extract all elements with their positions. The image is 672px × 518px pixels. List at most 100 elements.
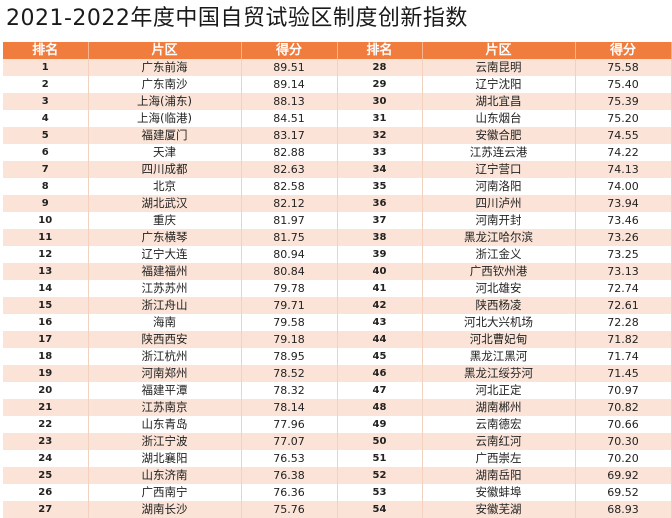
page-title: 2021-2022年度中国自贸试验区制度创新指数 (6, 6, 468, 31)
cell-rank: 26 (3, 484, 89, 501)
cell-score: 76.53 (241, 450, 338, 467)
cell-score-2: 74.13 (575, 161, 672, 178)
cell-rank: 20 (3, 382, 89, 399)
table-row: 20 福建平潭 78.32 47 河北正定 70.97 (3, 382, 672, 399)
cell-rank: 15 (3, 297, 89, 314)
cell-area: 天津 (88, 144, 242, 161)
cell-rank-2: 52 (337, 467, 423, 484)
table-row: 1 广东前海 89.51 28 云南昆明 75.58 (3, 59, 672, 76)
table-row: 16 海南 79.58 43 河北大兴机场 72.28 (3, 314, 672, 331)
cell-score: 89.51 (241, 59, 338, 76)
cell-area: 河南郑州 (88, 365, 242, 382)
cell-rank-2: 45 (337, 348, 423, 365)
cell-score: 76.36 (241, 484, 338, 501)
cell-area: 福建厦门 (88, 127, 242, 144)
cell-area: 广东横琴 (88, 229, 242, 246)
cell-rank-2: 36 (337, 195, 423, 212)
cell-score-2: 73.46 (575, 212, 672, 229)
cell-score-2: 75.39 (575, 93, 672, 110)
cell-area: 山东青岛 (88, 416, 242, 433)
cell-score: 79.58 (241, 314, 338, 331)
cell-rank: 2 (3, 76, 89, 93)
cell-score-2: 70.30 (575, 433, 672, 450)
cell-score: 82.63 (241, 161, 338, 178)
cell-score-2: 70.97 (575, 382, 672, 399)
cell-area: 湖北襄阳 (88, 450, 242, 467)
cell-rank: 24 (3, 450, 89, 467)
cell-score: 77.96 (241, 416, 338, 433)
cell-rank-2: 47 (337, 382, 423, 399)
cell-rank: 27 (3, 501, 89, 518)
cell-area: 湖南长沙 (88, 501, 242, 518)
header-score-2: 得分 (575, 42, 672, 59)
cell-rank-2: 30 (337, 93, 423, 110)
cell-area: 广东南沙 (88, 76, 242, 93)
cell-rank-2: 43 (337, 314, 423, 331)
cell-rank-2: 29 (337, 76, 423, 93)
table-row: 19 河南郑州 78.52 46 黑龙江绥芬河 71.45 (3, 365, 672, 382)
cell-rank-2: 53 (337, 484, 423, 501)
cell-area-2: 河南开封 (422, 212, 576, 229)
cell-rank: 14 (3, 280, 89, 297)
cell-area-2: 河北雄安 (422, 280, 576, 297)
cell-rank-2: 42 (337, 297, 423, 314)
cell-score: 80.94 (241, 246, 338, 263)
cell-area-2: 辽宁沈阳 (422, 76, 576, 93)
cell-area: 海南 (88, 314, 242, 331)
cell-area-2: 安徽芜湖 (422, 501, 576, 518)
cell-score-2: 70.82 (575, 399, 672, 416)
cell-rank-2: 46 (337, 365, 423, 382)
cell-rank: 23 (3, 433, 89, 450)
cell-rank: 1 (3, 59, 89, 76)
cell-rank-2: 48 (337, 399, 423, 416)
cell-score: 78.14 (241, 399, 338, 416)
header-rank-2: 排名 (337, 42, 423, 59)
cell-rank-2: 54 (337, 501, 423, 518)
cell-rank-2: 35 (337, 178, 423, 195)
cell-area-2: 四川泸州 (422, 195, 576, 212)
cell-rank: 13 (3, 263, 89, 280)
cell-rank: 12 (3, 246, 89, 263)
table-row: 2 广东南沙 89.14 29 辽宁沈阳 75.40 (3, 76, 672, 93)
cell-score-2: 73.13 (575, 263, 672, 280)
cell-rank: 16 (3, 314, 89, 331)
cell-score: 76.38 (241, 467, 338, 484)
cell-area: 陕西西安 (88, 331, 242, 348)
cell-area: 江苏南京 (88, 399, 242, 416)
table-row: 10 重庆 81.97 37 河南开封 73.46 (3, 212, 672, 229)
cell-score: 79.18 (241, 331, 338, 348)
cell-rank: 21 (3, 399, 89, 416)
cell-score-2: 73.26 (575, 229, 672, 246)
cell-score-2: 74.00 (575, 178, 672, 195)
table-row: 24 湖北襄阳 76.53 51 广西崇左 70.20 (3, 450, 672, 467)
cell-score: 82.58 (241, 178, 338, 195)
cell-area-2: 广西钦州港 (422, 263, 576, 280)
header-score: 得分 (241, 42, 338, 59)
cell-score: 89.14 (241, 76, 338, 93)
cell-rank-2: 39 (337, 246, 423, 263)
table-row: 11 广东横琴 81.75 38 黑龙江哈尔滨 73.26 (3, 229, 672, 246)
table-row: 7 四川成都 82.63 34 辽宁营口 74.13 (3, 161, 672, 178)
cell-area: 福建福州 (88, 263, 242, 280)
cell-rank-2: 44 (337, 331, 423, 348)
cell-score: 88.13 (241, 93, 338, 110)
cell-area: 上海(临港) (88, 110, 242, 127)
cell-score-2: 72.28 (575, 314, 672, 331)
cell-score: 81.97 (241, 212, 338, 229)
cell-score: 84.51 (241, 110, 338, 127)
header-area: 片区 (88, 42, 242, 59)
table-row: 5 福建厦门 83.17 32 安徽合肥 74.55 (3, 127, 672, 144)
cell-score: 80.84 (241, 263, 338, 280)
cell-area-2: 陕西杨凌 (422, 297, 576, 314)
cell-rank-2: 49 (337, 416, 423, 433)
cell-score-2: 73.94 (575, 195, 672, 212)
cell-score-2: 68.93 (575, 501, 672, 518)
cell-score: 79.71 (241, 297, 338, 314)
cell-score-2: 70.66 (575, 416, 672, 433)
cell-area: 辽宁大连 (88, 246, 242, 263)
table-row: 21 江苏南京 78.14 48 湖南郴州 70.82 (3, 399, 672, 416)
cell-rank: 25 (3, 467, 89, 484)
cell-area-2: 河北大兴机场 (422, 314, 576, 331)
cell-score: 78.32 (241, 382, 338, 399)
cell-rank-2: 51 (337, 450, 423, 467)
